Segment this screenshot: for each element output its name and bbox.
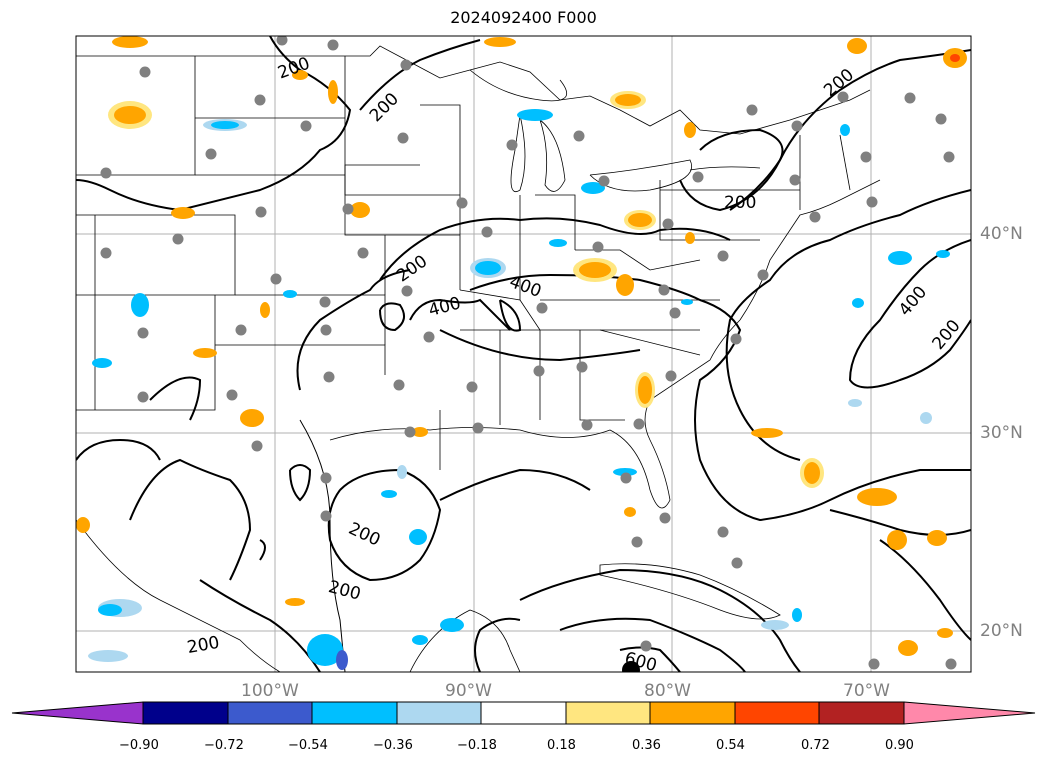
lon-label-100w: 100°W [241, 681, 299, 701]
colorbar-extend-low [11, 701, 144, 725]
lon-label-80w: 80°W [644, 681, 691, 701]
colorbar-tick: −0.18 [457, 738, 497, 753]
contour-label: 200 [186, 633, 221, 658]
contour-label: 400 [507, 272, 544, 302]
coastlines-and-borders [76, 45, 881, 672]
colorbar-bin [227, 701, 313, 725]
colorbar-tick: −0.72 [204, 738, 244, 753]
lat-label-30n: 30°N [980, 423, 1023, 443]
colorbar-tick: 0.18 [547, 738, 576, 753]
colorbar-bin [565, 701, 651, 725]
colorbar-bin [818, 701, 905, 725]
map-title: 2024092400 F000 [450, 8, 597, 27]
contour-label: 400 [427, 293, 464, 321]
negative-anomaly-fills [88, 109, 950, 670]
colorbar [11, 701, 1036, 725]
colorbar-extend-high [903, 701, 1036, 725]
colorbar-tick: −0.90 [119, 738, 159, 753]
contour-label: 200 [928, 316, 964, 354]
contour-lines [76, 36, 971, 672]
lat-label-20n: 20°N [980, 621, 1023, 641]
large-station-marker [622, 661, 640, 672]
colorbar-tick: 0.72 [801, 738, 830, 753]
colorbar-bin [396, 701, 482, 725]
contour-label: 400 [895, 282, 931, 320]
colorbar-tick: −0.54 [288, 738, 328, 753]
colorbar-bin [480, 701, 567, 725]
positive-anomaly-fills [76, 36, 967, 656]
map-frame [75, 35, 972, 673]
lon-label-90w: 90°W [445, 681, 492, 701]
colorbar-bin [142, 701, 229, 725]
colorbar-tick: 0.36 [632, 738, 661, 753]
graticule [76, 36, 971, 672]
colorbar-bin [649, 701, 736, 725]
contour-label: 200 [326, 577, 363, 605]
colorbar-bin [311, 701, 398, 725]
colorbar-bin [734, 701, 820, 725]
contour-label: 200 [724, 193, 756, 213]
contour-label: 200 [366, 89, 403, 126]
contour-label-group: 200 200 200 200 400 400 200 200 200 400 … [186, 54, 965, 677]
colorbar-tick: −0.36 [373, 738, 413, 753]
contour-label: 200 [345, 519, 383, 551]
lat-label-40n: 40°N [980, 224, 1023, 244]
contour-label: 200 [820, 65, 858, 101]
lon-label-70w: 70°W [843, 681, 890, 701]
contour-label: 200 [275, 54, 312, 84]
colorbar-tick: 0.90 [885, 738, 914, 753]
station-markers [100, 36, 957, 670]
colorbar-tick: 0.54 [716, 738, 745, 753]
